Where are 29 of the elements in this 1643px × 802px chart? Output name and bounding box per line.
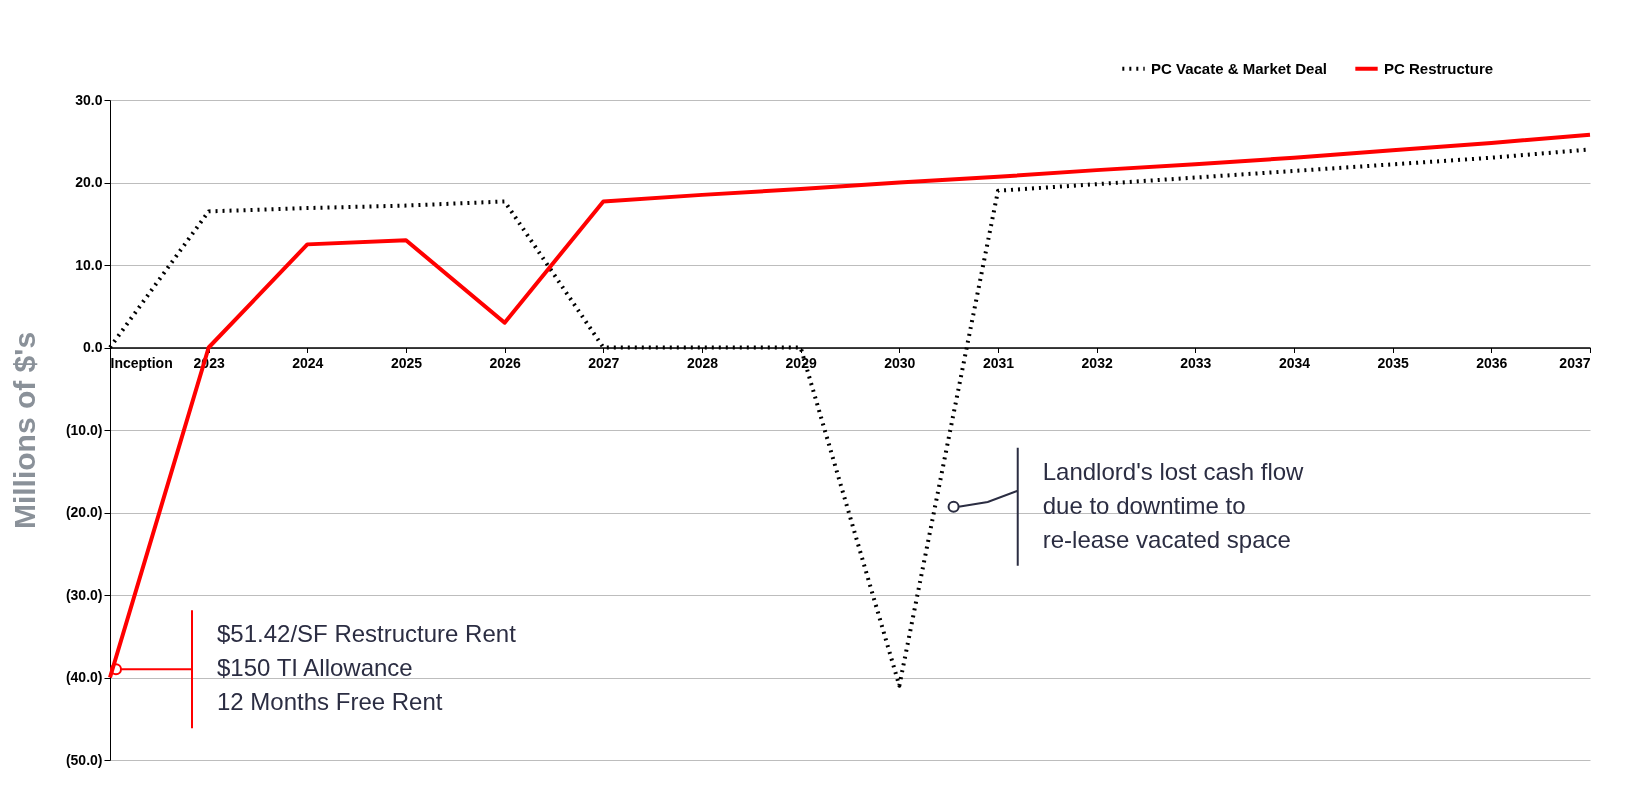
x-tick-label: 2030 xyxy=(884,355,916,371)
y-tick-label: (10.0) xyxy=(65,421,103,438)
y-tick-label: (30.0) xyxy=(65,586,103,603)
y-axis-title: Millions of $'s xyxy=(7,331,41,530)
y-tick-label: 30.0 xyxy=(75,91,103,108)
x-tick-label: 2025 xyxy=(390,355,423,371)
x-tick-label: Inception xyxy=(110,355,173,371)
x-tick-label: 2033 xyxy=(1180,355,1212,371)
y-tick-label: (40.0) xyxy=(65,669,103,685)
y-tick-label: 20.0 xyxy=(75,174,103,190)
x-tick-label: 2036 xyxy=(1476,355,1508,371)
y-tick-label: (20.0) xyxy=(65,504,103,520)
x-tick-label: 2027 xyxy=(588,355,620,371)
annotation: $51.42/SF Restructure Rent $150 TI Allowance 12 Months Free Rent xyxy=(217,620,517,716)
annotation: Landlord's lost cash flow due to downtime to re-lease vacated space xyxy=(1042,457,1305,553)
x-tick-label: 2028 xyxy=(686,355,719,371)
y-tick-label: 0.0 xyxy=(83,339,103,355)
y-tick-label: 10.0 xyxy=(75,256,103,273)
x-tick-label: 2024 xyxy=(292,355,324,371)
y-tick-label: (50.0) xyxy=(65,751,103,768)
x-tick-label: 2031 xyxy=(982,355,1015,371)
x-tick-label: 2035 xyxy=(1377,355,1409,371)
x-tick-label: 2032 xyxy=(1081,355,1113,371)
legend-label: PC Vacate & Market Deal xyxy=(1151,59,1327,77)
x-tick-label: 2026 xyxy=(489,355,521,371)
x-tick-label: 2034 xyxy=(1278,355,1311,371)
legend-label: PC Restructure xyxy=(1384,59,1494,77)
x-tick-label: 2037 xyxy=(1559,355,1591,371)
x-tick-label: 2029 xyxy=(785,355,817,371)
